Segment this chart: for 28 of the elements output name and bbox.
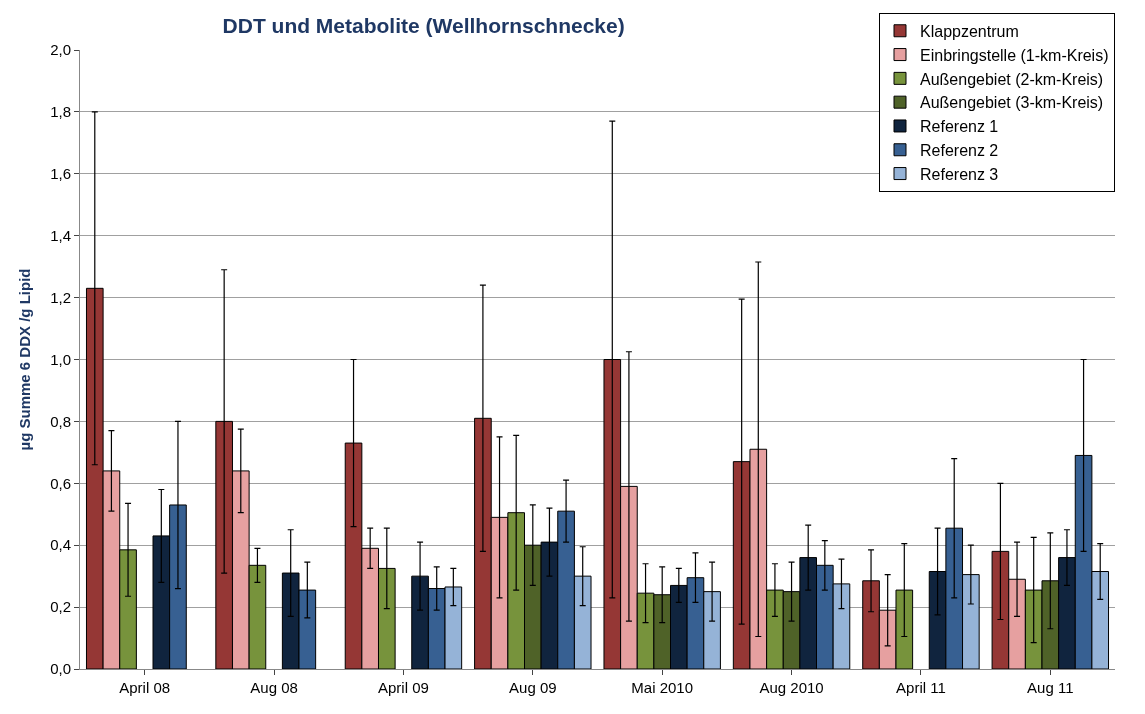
chart-title: DDT und Metabolite (Wellhornschnecke) [222,13,625,37]
y-tick-label: 1,0 [50,350,71,368]
x-tick-label: Aug 08 [250,679,298,696]
y-tick-label: 0,4 [50,536,71,554]
legend-label: Außengebiet (2-km-Kreis) [920,70,1104,88]
y-tick-label: 1,2 [50,288,71,306]
x-tick-label: April 09 [378,679,429,696]
y-tick-label: 0,2 [50,598,71,616]
y-tick-label: 0,8 [50,412,71,430]
y-tick-label: 1,8 [50,103,71,121]
y-axis-title: µg Summe 6 DDX /g Lipid [16,268,34,451]
y-tick-label: 0,6 [50,474,71,492]
x-tick-label: Aug 2010 [759,679,824,696]
x-tick-label: Aug 11 [1027,679,1074,696]
x-tick-label: April 11 [896,679,946,696]
y-tick-label: 1,6 [50,165,71,183]
x-tick-label: April 08 [119,679,171,696]
legend-label: Einbringstelle (1-km-Kreis) [920,46,1109,64]
legend-label: Klappzentrum [920,23,1019,40]
legend-label: Referenz 2 [920,142,999,159]
legend-label: Referenz 3 [920,165,999,183]
x-tick-label: Aug 09 [509,679,557,696]
x-tick-label: Mai 2010 [631,679,694,696]
legend-label: Außengebiet (3-km-Kreis) [920,94,1104,112]
y-tick-label: 2,0 [50,41,71,59]
y-tick-label: 0,0 [50,660,71,678]
legend-label: Referenz 1 [920,118,999,136]
y-tick-label: 1,4 [50,226,71,244]
